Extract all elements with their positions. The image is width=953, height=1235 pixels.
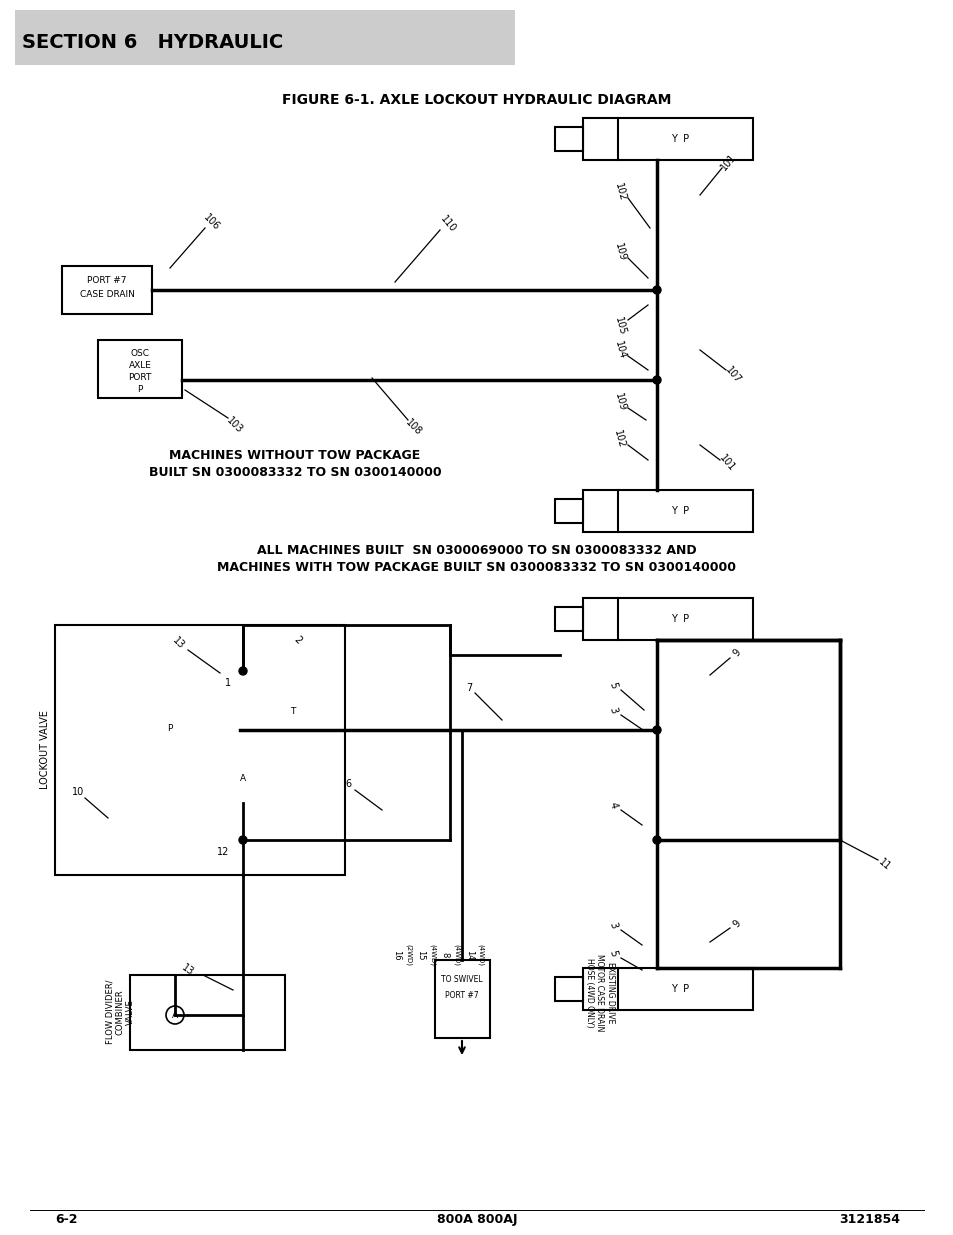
Circle shape xyxy=(239,667,247,676)
Text: 107: 107 xyxy=(722,364,742,385)
Text: T: T xyxy=(290,706,295,715)
Circle shape xyxy=(652,726,660,734)
Circle shape xyxy=(309,701,327,720)
Text: 102: 102 xyxy=(611,429,625,450)
Text: PORT #7: PORT #7 xyxy=(445,990,478,999)
Text: 6: 6 xyxy=(345,779,351,789)
Text: (4WD): (4WD) xyxy=(454,944,459,966)
Text: 1: 1 xyxy=(225,678,231,688)
Text: 14: 14 xyxy=(465,950,474,961)
Text: EXISTING DRIVE
MOTOR CASE DRAIN
HOSE (4WD ONLY): EXISTING DRIVE MOTOR CASE DRAIN HOSE (4W… xyxy=(584,955,615,1031)
Text: LOCKOUT VALVE: LOCKOUT VALVE xyxy=(40,710,50,789)
Text: PORT: PORT xyxy=(128,373,152,382)
Text: 109: 109 xyxy=(612,391,626,412)
Bar xyxy=(15,10,515,65)
Text: 6-2: 6-2 xyxy=(55,1214,77,1226)
Text: Y  P: Y P xyxy=(670,614,688,624)
Bar xyxy=(110,727,118,747)
Text: Y  P: Y P xyxy=(670,135,688,144)
Text: 109: 109 xyxy=(612,242,626,262)
Bar xyxy=(55,625,345,876)
Bar xyxy=(582,119,752,161)
Circle shape xyxy=(652,287,660,294)
Text: 101: 101 xyxy=(719,152,738,172)
Text: 15: 15 xyxy=(416,950,425,961)
Bar xyxy=(118,735,138,747)
Text: 103: 103 xyxy=(225,415,245,435)
Text: TO SWIVEL: TO SWIVEL xyxy=(440,976,482,984)
Text: SECTION 6   HYDRAULIC: SECTION 6 HYDRAULIC xyxy=(22,32,283,52)
Text: A: A xyxy=(172,1010,178,1020)
Bar xyxy=(555,127,582,151)
Text: MACHINES WITHOUT TOW PACKAGE: MACHINES WITHOUT TOW PACKAGE xyxy=(170,448,420,462)
Text: 800A 800AJ: 800A 800AJ xyxy=(436,1214,517,1226)
Text: Y  P: Y P xyxy=(670,984,688,994)
Bar xyxy=(435,960,490,1037)
Text: 9: 9 xyxy=(730,647,742,658)
Circle shape xyxy=(166,1007,184,1024)
Bar xyxy=(555,606,582,631)
Circle shape xyxy=(309,769,327,787)
Text: 2: 2 xyxy=(292,635,303,646)
Text: 3121854: 3121854 xyxy=(838,1214,899,1226)
Text: 8: 8 xyxy=(440,952,449,957)
Circle shape xyxy=(652,375,660,384)
Text: 106: 106 xyxy=(202,212,222,232)
Text: 108: 108 xyxy=(403,417,423,437)
Circle shape xyxy=(161,769,179,787)
Bar xyxy=(118,722,138,735)
Text: FLOW DIVIDER/
COMBINER
VALVE: FLOW DIVIDER/ COMBINER VALVE xyxy=(105,979,134,1045)
Text: A: A xyxy=(240,773,246,783)
Text: P: P xyxy=(167,724,172,732)
Bar xyxy=(148,673,337,803)
Bar xyxy=(582,598,752,640)
Text: PORT #7: PORT #7 xyxy=(87,275,127,284)
Circle shape xyxy=(652,836,660,844)
Bar xyxy=(555,499,582,522)
Text: MACHINES WITH TOW PACKAGE BUILT SN 0300083332 TO SN 0300140000: MACHINES WITH TOW PACKAGE BUILT SN 03000… xyxy=(217,561,736,573)
Text: 13: 13 xyxy=(170,635,186,651)
Bar xyxy=(130,974,285,1050)
Text: (4WD): (4WD) xyxy=(429,944,436,966)
Text: 110: 110 xyxy=(437,214,457,235)
Text: 9: 9 xyxy=(730,919,742,930)
Text: 12: 12 xyxy=(216,847,229,857)
Circle shape xyxy=(239,836,247,844)
Text: ALL MACHINES BUILT  SN 0300069000 TO SN 0300083332 AND: ALL MACHINES BUILT SN 0300069000 TO SN 0… xyxy=(257,543,696,557)
Text: CASE DRAIN: CASE DRAIN xyxy=(79,289,134,299)
Text: FIGURE 6-1. AXLE LOCKOUT HYDRAULIC DIAGRAM: FIGURE 6-1. AXLE LOCKOUT HYDRAULIC DIAGR… xyxy=(282,93,671,107)
Text: (2WD): (2WD) xyxy=(405,944,412,966)
Text: OSC: OSC xyxy=(131,348,150,357)
Text: 7: 7 xyxy=(465,683,472,693)
Text: 102: 102 xyxy=(612,182,626,203)
Text: 13: 13 xyxy=(180,962,195,978)
Text: 5: 5 xyxy=(607,680,618,689)
Text: 105: 105 xyxy=(612,316,626,336)
Text: 3: 3 xyxy=(607,705,618,714)
Text: BUILT SN 0300083332 TO SN 0300140000: BUILT SN 0300083332 TO SN 0300140000 xyxy=(149,466,441,478)
Text: 4: 4 xyxy=(607,800,618,809)
Bar xyxy=(62,266,152,314)
Bar xyxy=(98,340,182,398)
Text: 11: 11 xyxy=(876,857,892,873)
Text: 104: 104 xyxy=(612,340,626,361)
Text: 16: 16 xyxy=(392,950,401,961)
Bar xyxy=(582,968,752,1010)
Text: (4WD): (4WD) xyxy=(477,944,484,966)
Text: Y  P: Y P xyxy=(670,506,688,516)
Text: 5: 5 xyxy=(607,948,618,957)
Text: 101: 101 xyxy=(717,453,736,473)
Text: AXLE: AXLE xyxy=(129,361,152,369)
Text: 3: 3 xyxy=(607,921,618,929)
Bar xyxy=(555,977,582,1002)
Bar xyxy=(582,490,752,532)
Circle shape xyxy=(161,701,179,720)
Text: 10: 10 xyxy=(71,787,84,797)
Text: P: P xyxy=(137,384,143,394)
